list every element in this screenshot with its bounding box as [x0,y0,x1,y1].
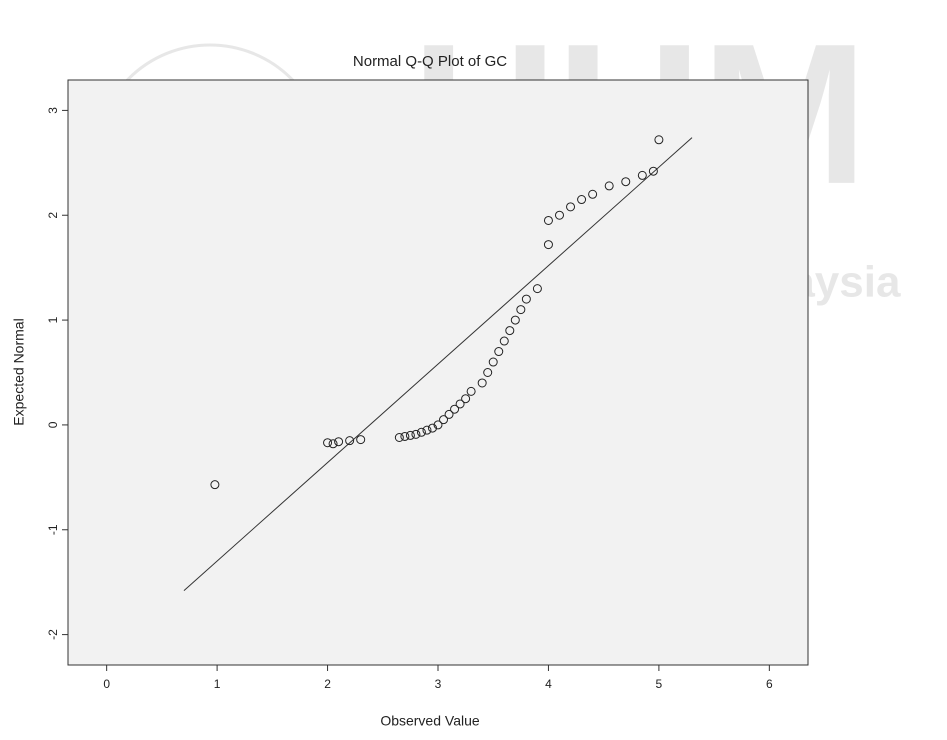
y-tick-label: 0 [46,421,60,428]
y-tick-label: 1 [46,316,60,323]
y-tick-label: -1 [46,524,60,535]
point [483,368,493,377]
point [604,181,614,191]
x-tick-label: 4 [545,677,552,691]
x-tick-label: 2 [324,677,331,691]
point [400,431,410,441]
point [494,347,504,357]
y-axis-label: Expected Normal [11,318,27,425]
point [532,284,542,294]
point [505,326,515,336]
point [543,240,553,250]
y-tick-label: 3 [46,107,60,114]
point [334,437,344,447]
point [461,394,471,404]
y-tick-label: 2 [46,212,60,219]
point [433,420,443,430]
point [466,386,476,396]
point [477,378,487,388]
point [405,430,415,440]
point [488,357,498,367]
point [637,170,647,180]
point [394,433,404,442]
x-axis-label: Observed Value [380,713,480,729]
point [356,435,366,445]
y-tick-label: -2 [46,629,60,640]
point [328,439,338,449]
point [323,438,333,448]
point [510,315,520,325]
point [427,423,437,433]
point [566,202,576,212]
point [621,177,631,187]
point [554,210,564,220]
point [543,215,553,225]
point [588,189,598,199]
point [345,436,355,446]
reference-line [183,137,693,591]
point [450,404,460,414]
point [648,166,658,176]
point [455,399,465,409]
point [416,427,426,437]
point [577,195,587,205]
chart-title: Normal Q-Q Plot of GC [353,53,507,70]
x-tick-label: 1 [214,677,221,691]
point [422,425,432,435]
point [411,429,421,439]
point [439,415,449,425]
x-tick-label: 0 [103,677,110,691]
point [499,336,509,346]
plot-area [67,79,809,666]
point [516,305,526,315]
x-tick-label: 6 [766,677,773,691]
point [654,135,664,145]
point [521,294,531,304]
point [210,480,220,490]
point [444,409,454,419]
x-tick-label: 3 [435,677,442,691]
x-tick-label: 5 [656,677,663,691]
